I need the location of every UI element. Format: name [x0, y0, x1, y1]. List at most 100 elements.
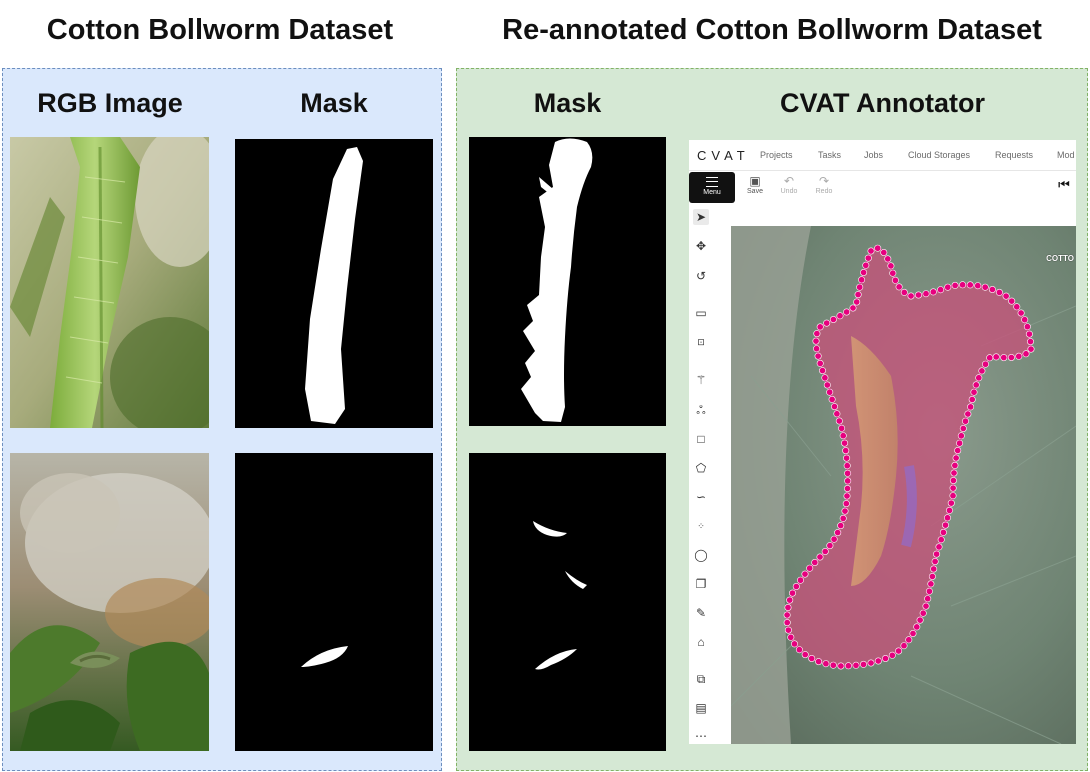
annotation-vertex[interactable]: [909, 629, 917, 637]
annotation-vertex[interactable]: [841, 439, 849, 447]
magic-wand-icon[interactable]: ⚚: [695, 373, 707, 387]
annotation-vertex[interactable]: [922, 602, 930, 610]
ellipse-icon[interactable]: ◯: [694, 548, 708, 562]
annotation-vertex[interactable]: [860, 660, 868, 668]
annotation-vertex[interactable]: [925, 587, 933, 595]
annotation-vertex[interactable]: [831, 403, 839, 411]
zoom-region-icon[interactable]: ⊡: [697, 337, 705, 347]
annotation-vertex[interactable]: [1026, 338, 1034, 346]
annotation-vertex[interactable]: [907, 292, 915, 300]
annotation-vertex[interactable]: [988, 285, 996, 293]
annotation-vertex[interactable]: [849, 304, 857, 312]
annotation-vertex[interactable]: [812, 337, 820, 345]
annotation-vertex[interactable]: [972, 381, 980, 389]
annotation-vertex[interactable]: [946, 506, 954, 514]
annotation-vertex[interactable]: [835, 417, 843, 425]
group-icon[interactable]: ▤: [695, 701, 707, 715]
annotation-vertex[interactable]: [843, 492, 851, 500]
annotation-vertex[interactable]: [962, 417, 970, 425]
annotation-canvas[interactable]: COTTO: [731, 226, 1076, 744]
annotation-vertex[interactable]: [995, 288, 1003, 296]
annotation-vertex[interactable]: [795, 646, 803, 654]
annotation-vertex[interactable]: [1017, 309, 1025, 317]
nav-tasks[interactable]: Tasks: [818, 150, 842, 160]
annotation-vertex[interactable]: [975, 374, 983, 382]
annotation-vertex[interactable]: [814, 352, 822, 360]
annotation-vertex[interactable]: [839, 432, 847, 440]
annotation-vertex[interactable]: [937, 536, 945, 544]
annotation-vertex[interactable]: [783, 611, 791, 619]
annotation-vertex[interactable]: [783, 619, 791, 627]
annotation-vertex[interactable]: [1027, 345, 1035, 353]
annotation-vertex[interactable]: [919, 609, 927, 617]
annotation-vertex[interactable]: [854, 291, 862, 299]
annotation-vertex[interactable]: [816, 359, 824, 367]
annotation-vertex[interactable]: [978, 367, 986, 375]
annotation-vertex[interactable]: [834, 529, 842, 537]
ai-tools-icon[interactable]: ஃ: [696, 403, 706, 417]
annotation-vertex[interactable]: [822, 660, 830, 668]
annotation-vertex[interactable]: [841, 507, 849, 515]
annotation-vertex[interactable]: [844, 662, 852, 670]
annotation-vertex[interactable]: [836, 312, 844, 320]
annotation-vertex[interactable]: [884, 255, 892, 263]
annotation-vertex[interactable]: [957, 432, 965, 440]
annotation-vertex[interactable]: [951, 461, 959, 469]
nav-models[interactable]: Mod: [1057, 150, 1075, 160]
annotation-vertex[interactable]: [829, 661, 837, 669]
nav-projects[interactable]: Projects: [760, 150, 793, 160]
annotation-vertex[interactable]: [954, 447, 962, 455]
rectangle-icon[interactable]: □: [697, 432, 705, 446]
annotation-vertex[interactable]: [816, 553, 824, 561]
annotation-vertex[interactable]: [952, 454, 960, 462]
save-button[interactable]: ▣ Save: [742, 174, 768, 195]
annotation-vertex[interactable]: [889, 269, 897, 277]
annotation-vertex[interactable]: [864, 254, 872, 262]
annotation-vertex[interactable]: [856, 283, 864, 291]
annotation-vertex-points[interactable]: [783, 244, 1035, 670]
annotation-vertex[interactable]: [959, 281, 967, 289]
annotation-vertex[interactable]: [806, 564, 814, 572]
cursor-icon[interactable]: ➤: [693, 209, 709, 225]
annotation-vertex[interactable]: [874, 657, 882, 665]
nav-cloud-storages[interactable]: Cloud Storages: [908, 150, 971, 160]
annotation-vertex[interactable]: [837, 662, 845, 670]
annotation-vertex[interactable]: [900, 642, 908, 650]
annotation-vertex[interactable]: [891, 276, 899, 284]
annotation-vertex[interactable]: [842, 500, 850, 508]
annotation-vertex[interactable]: [843, 308, 851, 316]
annotation-vertex[interactable]: [813, 345, 821, 353]
annotation-vertex[interactable]: [828, 395, 836, 403]
annotation-vertex[interactable]: [860, 268, 868, 276]
annotation-vertex[interactable]: [833, 410, 841, 418]
annotation-vertex[interactable]: [949, 484, 957, 492]
annotation-vertex[interactable]: [1015, 352, 1023, 360]
annotation-vertex[interactable]: [966, 281, 974, 289]
annotation-vertex[interactable]: [823, 381, 831, 389]
annotation-vertex[interactable]: [944, 514, 952, 522]
annotation-vertex[interactable]: [970, 388, 978, 396]
annotation-vertex[interactable]: [784, 626, 792, 634]
annotation-vertex[interactable]: [790, 640, 798, 648]
annotation-vertex[interactable]: [992, 353, 1000, 361]
annotation-vertex[interactable]: [888, 651, 896, 659]
menu-button[interactable]: Menu: [689, 172, 735, 203]
annotation-vertex[interactable]: [913, 623, 921, 631]
annotation-vertex[interactable]: [937, 286, 945, 294]
annotation-vertex[interactable]: [830, 535, 838, 543]
polyline-icon[interactable]: ∽: [695, 490, 707, 504]
brush-icon[interactable]: ✎: [695, 606, 707, 620]
annotation-vertex[interactable]: [905, 636, 913, 644]
annotation-vertex[interactable]: [931, 557, 939, 565]
annotation-vertex[interactable]: [916, 616, 924, 624]
annotation-vertex[interactable]: [1023, 323, 1031, 331]
redo-button[interactable]: ↷ Redo: [811, 174, 837, 195]
annotation-vertex[interactable]: [967, 403, 975, 411]
annotation-vertex[interactable]: [924, 595, 932, 603]
annotation-vertex[interactable]: [837, 522, 845, 530]
annotation-vertex[interactable]: [1008, 297, 1016, 305]
more-icon[interactable]: ⋯: [695, 729, 707, 743]
annotation-vertex[interactable]: [929, 288, 937, 296]
undo-button[interactable]: ↶ Undo: [776, 174, 802, 195]
annotation-vertex[interactable]: [982, 360, 990, 368]
